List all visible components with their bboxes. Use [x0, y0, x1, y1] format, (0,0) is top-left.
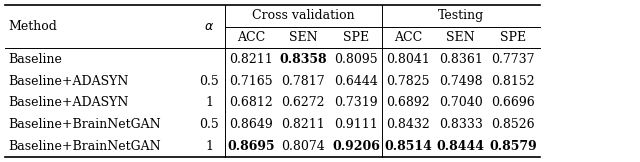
- Text: Baseline+ADASYN: Baseline+ADASYN: [8, 96, 129, 109]
- Text: 0.5: 0.5: [200, 118, 219, 131]
- Text: 0.8514: 0.8514: [385, 140, 432, 153]
- Text: 0.6892: 0.6892: [387, 96, 430, 109]
- Text: Cross validation: Cross validation: [252, 9, 355, 22]
- Text: 0.8074: 0.8074: [282, 140, 325, 153]
- Text: Baseline+BrainNetGAN: Baseline+BrainNetGAN: [8, 118, 161, 131]
- Text: Baseline+ADASYN: Baseline+ADASYN: [8, 75, 129, 87]
- Text: 0.8444: 0.8444: [436, 140, 485, 153]
- Text: 0.8361: 0.8361: [439, 53, 483, 66]
- Text: 1: 1: [205, 140, 213, 153]
- Text: 0.7165: 0.7165: [229, 75, 273, 87]
- Text: 0.6696: 0.6696: [492, 96, 535, 109]
- Text: 0.9111: 0.9111: [334, 118, 378, 131]
- Text: Baseline: Baseline: [8, 53, 62, 66]
- Text: 0.7817: 0.7817: [282, 75, 325, 87]
- Text: 0.8211: 0.8211: [282, 118, 325, 131]
- Text: 0.7825: 0.7825: [387, 75, 430, 87]
- Text: ACC: ACC: [394, 31, 422, 44]
- Text: 0.7040: 0.7040: [439, 96, 483, 109]
- Text: 0.8432: 0.8432: [387, 118, 430, 131]
- Text: 0.8333: 0.8333: [439, 118, 483, 131]
- Text: 0.8649: 0.8649: [229, 118, 273, 131]
- Text: SPE: SPE: [343, 31, 369, 44]
- Text: SEN: SEN: [289, 31, 317, 44]
- Text: Baseline+BrainNetGAN: Baseline+BrainNetGAN: [8, 140, 161, 153]
- Text: Testing: Testing: [438, 9, 484, 22]
- Text: 0.7319: 0.7319: [334, 96, 378, 109]
- Text: 0.6444: 0.6444: [334, 75, 378, 87]
- Text: SEN: SEN: [447, 31, 475, 44]
- Text: 0.8152: 0.8152: [492, 75, 535, 87]
- Text: 0.8041: 0.8041: [387, 53, 430, 66]
- Text: 0.8526: 0.8526: [492, 118, 535, 131]
- Text: 0.8579: 0.8579: [490, 140, 537, 153]
- Text: 0.9206: 0.9206: [332, 140, 380, 153]
- Text: 1: 1: [205, 96, 213, 109]
- Text: 0.6272: 0.6272: [282, 96, 325, 109]
- Text: 0.7498: 0.7498: [439, 75, 483, 87]
- Text: ACC: ACC: [237, 31, 265, 44]
- Text: SPE: SPE: [500, 31, 526, 44]
- Text: 0.8095: 0.8095: [334, 53, 378, 66]
- Text: 0.8358: 0.8358: [280, 53, 327, 66]
- Text: 0.7737: 0.7737: [492, 53, 535, 66]
- Text: $\alpha$: $\alpha$: [204, 20, 214, 33]
- Text: 0.8211: 0.8211: [229, 53, 273, 66]
- Text: 0.6812: 0.6812: [229, 96, 273, 109]
- Text: 0.5: 0.5: [200, 75, 219, 87]
- Text: 0.8695: 0.8695: [227, 140, 275, 153]
- Text: Method: Method: [8, 20, 57, 33]
